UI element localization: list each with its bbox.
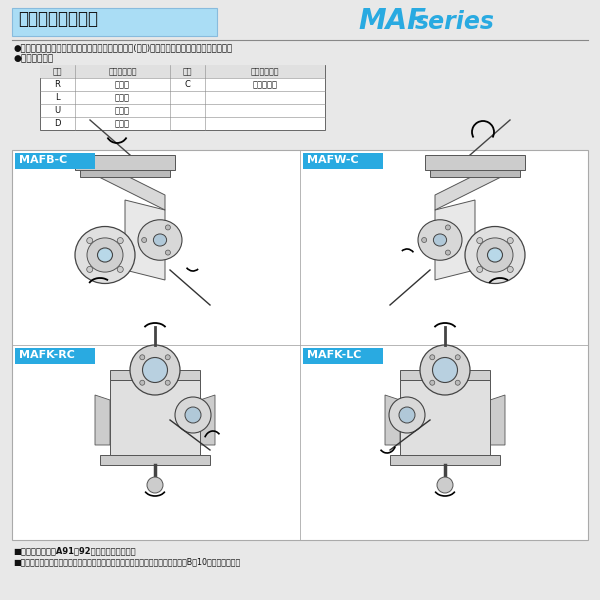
Circle shape [477,266,483,272]
Polygon shape [80,162,170,177]
Circle shape [477,238,483,244]
Text: 右　側: 右 側 [115,80,130,89]
Polygon shape [400,380,490,455]
Text: 出力軸の方危: 出力軸の方危 [251,67,279,76]
Text: 記号: 記号 [183,67,192,76]
Ellipse shape [154,234,167,246]
Ellipse shape [487,248,503,262]
Text: L: L [55,93,60,102]
Bar [303,153,383,169]
Ellipse shape [97,248,113,262]
Ellipse shape [433,234,446,246]
Ellipse shape [138,220,182,260]
Polygon shape [110,380,200,455]
Text: ■軸配置の詳細はA91・92を参照して下さい。: ■軸配置の詳細はA91・92を参照して下さい。 [13,546,136,555]
Circle shape [433,358,458,383]
Bar [15,348,95,364]
Text: C: C [185,80,190,89]
Circle shape [430,380,435,385]
Bar [12,544,588,568]
Circle shape [399,407,415,423]
Circle shape [507,266,513,272]
Text: MAFK-LC: MAFK-LC [307,350,361,360]
Circle shape [445,225,451,230]
Circle shape [165,380,170,385]
Polygon shape [95,395,110,445]
Circle shape [140,355,145,360]
Circle shape [389,397,425,433]
Circle shape [166,225,170,230]
Ellipse shape [465,226,525,283]
Text: ●軸配置の記号: ●軸配置の記号 [13,54,53,63]
Text: 左　側: 左 側 [115,93,130,102]
Text: MAF: MAF [358,7,426,35]
Circle shape [455,355,460,360]
Polygon shape [490,395,505,445]
Text: R: R [55,80,61,89]
Circle shape [130,345,180,395]
Circle shape [143,358,167,383]
Circle shape [455,380,460,385]
Ellipse shape [477,238,513,272]
Circle shape [422,238,427,242]
Circle shape [175,397,211,433]
Text: ●軸配置は入力軸またはモータを手前にして出力軸(青色)の出ている方向で決定して下さい。: ●軸配置は入力軸またはモータを手前にして出力軸(青色)の出ている方向で決定して下… [13,43,232,52]
Polygon shape [75,155,175,170]
Bar [40,65,325,78]
Circle shape [420,345,470,395]
Polygon shape [110,370,200,380]
Bar [303,348,383,364]
Text: MAFK-RC: MAFK-RC [19,350,75,360]
Polygon shape [425,155,525,170]
Text: 軸配置と回転方向: 軸配置と回転方向 [18,10,98,28]
Circle shape [166,250,170,255]
Bar [12,150,588,540]
Circle shape [437,477,453,493]
Circle shape [87,266,93,272]
Circle shape [117,238,123,244]
Text: MAFW-C: MAFW-C [307,155,359,165]
Text: 出力軸の方向: 出力軸の方向 [108,67,137,76]
Text: U: U [55,106,61,115]
Circle shape [185,407,201,423]
Polygon shape [430,162,520,177]
Text: 出力軸双軸: 出力軸双軸 [253,80,277,89]
Circle shape [147,477,163,493]
Bar [40,65,325,130]
Polygon shape [435,160,515,210]
Polygon shape [400,370,490,380]
Ellipse shape [87,238,123,272]
Circle shape [87,238,93,244]
Text: 下　側: 下 側 [115,119,130,128]
Polygon shape [200,395,215,445]
Text: 記号: 記号 [53,67,62,76]
Circle shape [117,266,123,272]
Circle shape [142,238,146,242]
Ellipse shape [418,220,462,260]
Circle shape [165,355,170,360]
Polygon shape [125,200,165,280]
Bar [12,8,217,36]
Text: MAFB-C: MAFB-C [19,155,67,165]
Circle shape [430,355,435,360]
Text: 上　側: 上 側 [115,106,130,115]
Text: ■特殊な取り付状況については、当社へお問い合わせ下さい。なお、参考としてB－10をご覧下さい。: ■特殊な取り付状況については、当社へお問い合わせ下さい。なお、参考としてB－10… [13,557,240,566]
Ellipse shape [75,226,135,283]
Polygon shape [85,160,165,210]
Polygon shape [385,395,400,445]
Polygon shape [435,200,475,280]
Circle shape [507,238,513,244]
Circle shape [445,250,451,255]
Text: D: D [54,119,61,128]
Bar [15,153,95,169]
Polygon shape [390,455,500,465]
Text: series: series [415,10,495,34]
Polygon shape [100,455,210,465]
Circle shape [140,380,145,385]
